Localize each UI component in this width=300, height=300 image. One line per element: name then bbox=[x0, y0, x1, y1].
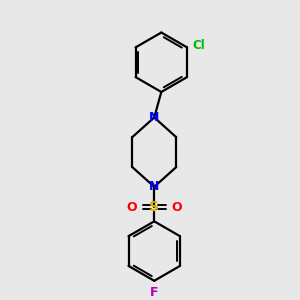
Text: S: S bbox=[149, 200, 159, 214]
Text: N: N bbox=[149, 111, 159, 124]
Text: Cl: Cl bbox=[192, 40, 205, 52]
Text: N: N bbox=[149, 180, 159, 193]
Text: F: F bbox=[150, 286, 158, 299]
Text: O: O bbox=[127, 201, 137, 214]
Text: O: O bbox=[171, 201, 182, 214]
